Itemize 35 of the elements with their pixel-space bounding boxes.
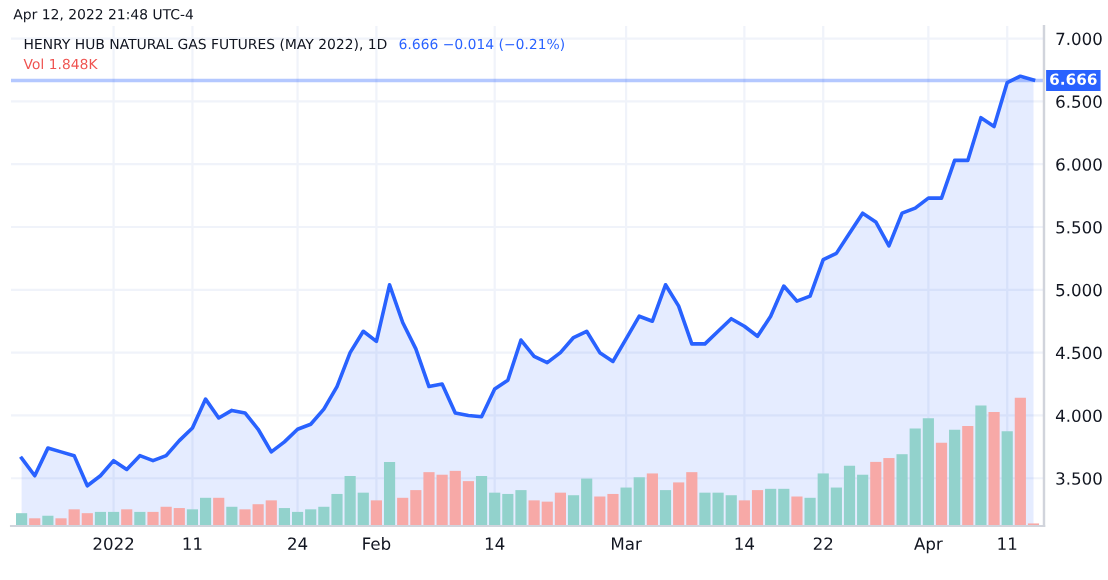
bar [29,518,41,526]
bar [383,461,396,526]
bar [646,473,658,526]
x-tick-label: Apr [914,537,943,554]
y-tick-label: 5.000 [1056,283,1102,297]
y-tick-label: 6.500 [1056,95,1102,108]
bar [370,500,382,526]
bar [949,429,961,526]
bar [1001,431,1013,526]
bar [121,509,133,526]
y-tick-label: 6.000 [1056,158,1102,171]
y-tick-label: 7.000 [1056,32,1102,46]
bar [935,442,948,526]
x-tick-label: Mar [612,537,642,551]
x-tick-label: 2022 [93,537,134,551]
bar [988,411,1000,526]
x-tick-label: 11 [183,537,202,550]
bar [134,511,146,526]
x-tick-label: 11 [998,537,1017,550]
y-tick-label: 4.000 [1055,409,1102,423]
x-tick-label: 14 [735,537,755,550]
bar [975,405,987,526]
y-tick-label: 3.500 [1056,472,1102,485]
x-tick-label: Feb [363,537,391,551]
bar [659,490,672,526]
bar [962,426,974,526]
y-tick-label: 5.500 [1056,220,1102,234]
bar [226,506,238,526]
bar [16,513,28,526]
bar [791,496,803,526]
x-tick-label: 24 [288,537,308,550]
x-tick-label: 22 [813,537,833,550]
y-tick-label: 4.500 [1055,346,1102,360]
bar [213,497,225,526]
x-tick-label: 14 [485,537,505,550]
